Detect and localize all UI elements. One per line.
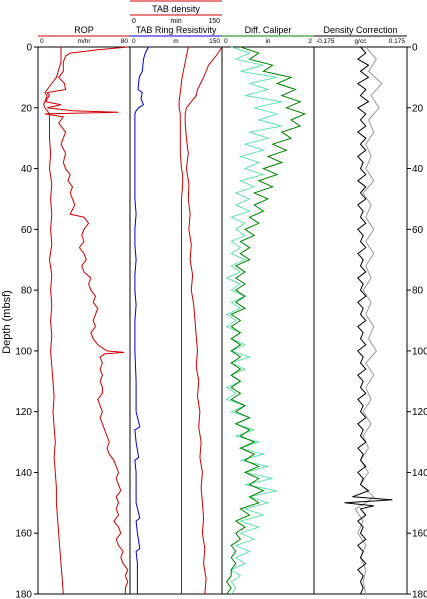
depth-tick-label-left-4: 80 xyxy=(21,286,33,297)
depth-tick-label-right-5: 100 xyxy=(412,346,427,357)
depth-axis-right: 0 20 40 60 80 100 120 140 160 180 xyxy=(406,43,427,599)
log-traces xyxy=(43,46,393,595)
depth-tick-label-left-0: 0 xyxy=(26,43,32,54)
top-header-title: TAB density xyxy=(152,4,200,14)
trace-2-1 xyxy=(225,46,307,595)
depth-tick-label-left-3: 60 xyxy=(21,225,33,236)
track-title-0: ROP xyxy=(74,25,94,35)
depth-tick-label-right-8: 160 xyxy=(412,529,427,540)
depth-tick-label-right-3: 60 xyxy=(412,225,424,236)
track-unit-1: m xyxy=(173,38,178,45)
track-title-2: Diff. Caliper xyxy=(245,25,292,35)
track-title-3: Density Correction xyxy=(323,25,397,35)
depth-tick-label-right-4: 80 xyxy=(412,286,424,297)
trace-1-0 xyxy=(134,46,149,594)
track-title-1: TAB Ring Resistivity xyxy=(136,25,217,35)
track-unit-3: g/cc xyxy=(355,38,368,45)
trace-2-0 xyxy=(225,46,282,595)
depth-tick-label-right-0: 0 xyxy=(412,43,418,54)
track-scale-max-2: 2 xyxy=(308,38,312,45)
track-frame-0 xyxy=(37,46,131,595)
top-header-scale-max: 150 xyxy=(208,18,220,25)
track-scale-min-1: 0 xyxy=(132,38,136,45)
track-frame-1 xyxy=(129,46,223,595)
trace-3-1 xyxy=(344,46,393,595)
track-unit-0: m/hr xyxy=(78,38,92,45)
depth-tick-label-left-6: 120 xyxy=(15,407,32,418)
track-frame-3 xyxy=(313,46,408,595)
depth-tick-label-left-2: 40 xyxy=(21,164,33,175)
depth-axis-left: 0 20 40 60 80 100 120 140 160 180 xyxy=(15,43,39,599)
depth-tick-label-left-1: 20 xyxy=(21,103,33,114)
depth-tick-label-right-7: 140 xyxy=(412,468,427,479)
depth-axis-label: Depth (mbsf) xyxy=(1,290,13,354)
trace-1-1 xyxy=(178,46,189,594)
depth-tick-label-right-2: 40 xyxy=(412,164,424,175)
top-header-scale-min: 0 xyxy=(132,18,136,25)
track-scale-min-3: -0.175 xyxy=(316,38,335,45)
track-unit-2: in xyxy=(265,38,270,45)
depth-tick-label-right-9: 180 xyxy=(412,590,427,599)
depth-tick-label-left-7: 140 xyxy=(15,468,32,479)
depth-tick-label-left-5: 100 xyxy=(15,346,32,357)
trace-3-0 xyxy=(354,46,383,595)
depth-tick-label-right-1: 20 xyxy=(412,103,424,114)
track-scale-min-2: 0 xyxy=(224,38,228,45)
depth-tick-label-left-8: 160 xyxy=(15,529,32,540)
top-header-unit: min xyxy=(170,18,181,25)
track-scale-max-1: 150 xyxy=(209,38,220,45)
trace-0-0 xyxy=(44,46,129,594)
trace-1-2 xyxy=(184,46,223,595)
depth-tick-label-right-6: 120 xyxy=(412,407,427,418)
track-scale-max-0: 80 xyxy=(121,38,129,45)
trace-0-1 xyxy=(43,47,64,595)
track-scale-max-3: 0.175 xyxy=(389,38,406,45)
depth-tick-label-left-9: 180 xyxy=(15,590,32,599)
track-scale-min-0: 0 xyxy=(40,38,44,45)
